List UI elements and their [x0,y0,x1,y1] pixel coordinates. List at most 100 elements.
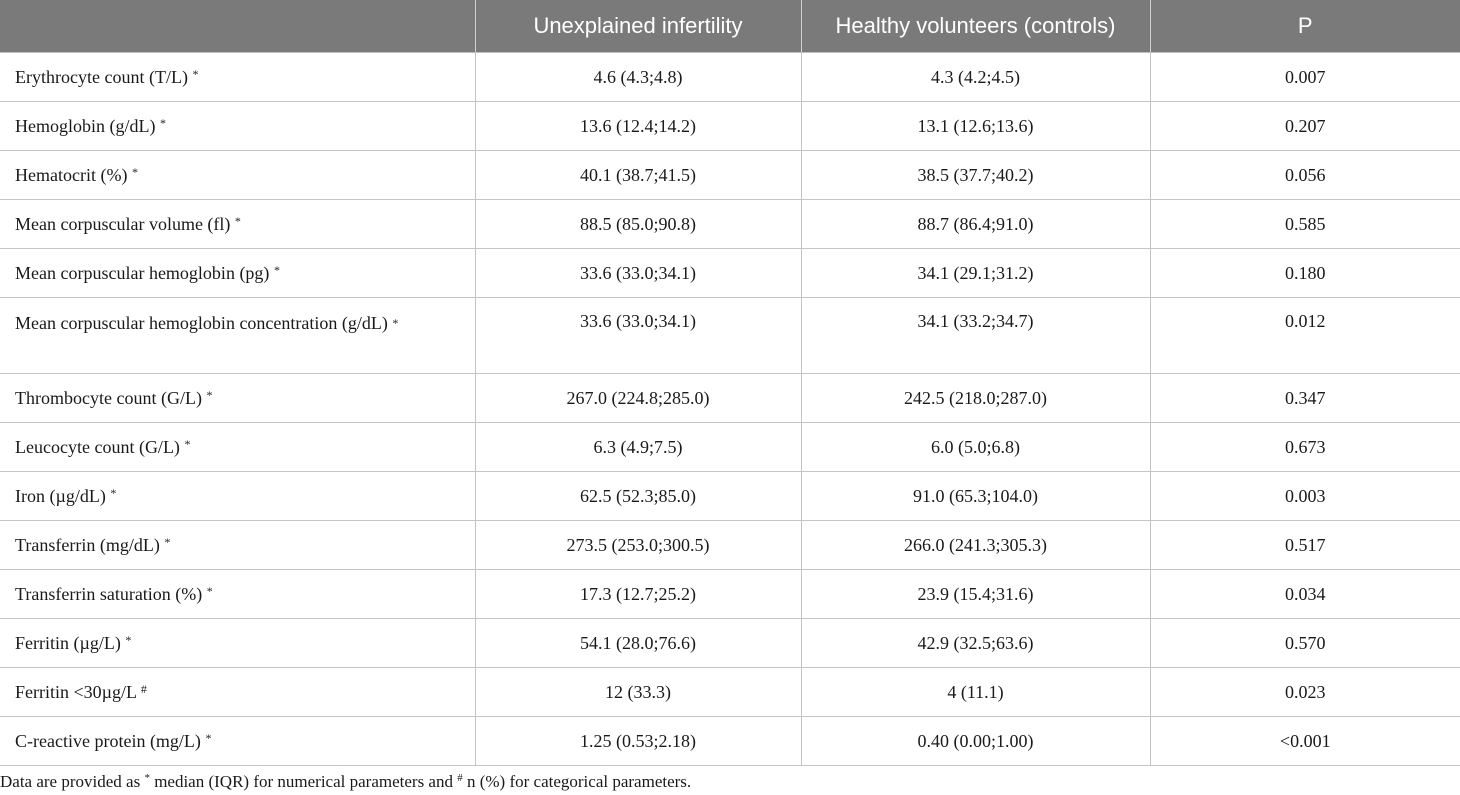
cell-parameter: Transferrin saturation (%) * [0,569,475,619]
parameter-label: Ferritin (µg/L) [15,632,121,653]
footnote-text-2: median (IQR) for numerical parameters an… [149,772,458,791]
footnote-hash-mark: # [457,772,463,784]
parameter-label: Erythrocyte count (T/L) [15,66,188,87]
cell-parameter: Hemoglobin (g/dL) * [0,101,475,151]
table-row: Erythrocyte count (T/L) * 4.6 (4.3;4.8) 4.… [0,52,1460,102]
cell-parameter: Ferritin <30µg/L # [0,667,475,717]
cell-healthy-volunteers: 0.40 (0.00;1.00) [800,716,1150,766]
parameter-label: Transferrin saturation (%) [15,583,203,604]
parameter-label: Leucocyte count (G/L) [15,436,180,457]
cell-unexplained-infertility: 1.25 (0.53;2.18) [474,716,801,766]
cell-parameter: Mean corpuscular hemoglobin (pg) * [0,248,475,298]
cell-healthy-volunteers: 6.0 (5.0;6.8) [800,422,1150,472]
parameter-footnote-mark: * [164,534,171,549]
cell-p-value: 0.003 [1149,471,1460,521]
cell-p-value: 0.207 [1149,101,1460,151]
parameter-footnote-mark: * [392,316,399,330]
cell-p-value: 0.034 [1149,569,1460,619]
parameter-footnote-mark: * [205,730,212,745]
cell-parameter: Ferritin (µg/L) * [0,618,475,668]
cell-unexplained-infertility: 62.5 (52.3;85.0) [474,471,801,521]
parameter-footnote-mark: * [110,485,117,500]
parameter-label: Mean corpuscular volume (fl) [15,213,231,234]
cell-parameter: Leucocyte count (G/L) * [0,422,475,472]
table-row: Iron (µg/dL) * 62.5 (52.3;85.0) 91.0 (65.3… [0,471,1460,521]
parameter-label: Thrombocyte count (G/L) [15,387,202,408]
cell-healthy-volunteers: 4 (11.1) [800,667,1150,717]
parameter-label: Mean corpuscular hemoglobin (pg) [15,262,270,283]
table-header: Unexplained infertility Healthy voluntee… [0,0,1460,53]
header-healthy-volunteers: Healthy volunteers (controls) [800,0,1150,53]
results-table: Unexplained infertility Healthy voluntee… [0,0,1460,766]
cell-healthy-volunteers: 88.7 (86.4;91.0) [800,199,1150,249]
header-row: Unexplained infertility Healthy voluntee… [0,0,1460,53]
cell-p-value: 0.570 [1149,618,1460,668]
parameter-label: C-reactive protein (mg/L) [15,730,201,751]
parameter-footnote-mark: # [140,681,147,696]
cell-parameter: Mean corpuscular volume (fl) * [0,199,475,249]
table-body: Erythrocyte count (T/L) * 4.6 (4.3;4.8) 4.… [0,52,1460,766]
table-row: Transferrin saturation (%) * 17.3 (12.7;2… [0,569,1460,619]
table-row: Ferritin (µg/L) * 54.1 (28.0;76.6) 42.9 (3… [0,618,1460,668]
footnote-text-3: n (%) for categorical parameters. [462,772,692,791]
cell-unexplained-infertility: 12 (33.3) [474,667,801,717]
cell-parameter: Mean corpuscular hemoglobin concentratio… [0,297,475,374]
cell-healthy-volunteers: 23.9 (15.4;31.6) [800,569,1150,619]
cell-healthy-volunteers: 266.0 (241.3;305.3) [800,520,1150,570]
footnote-asterisk-mark: * [144,772,150,784]
cell-parameter: Hematocrit (%) * [0,150,475,200]
table-row: Hemoglobin (g/dL) * 13.6 (12.4;14.2) 13.1 … [0,101,1460,151]
cell-parameter: Transferrin (mg/dL) * [0,520,475,570]
parameter-footnote-mark: * [125,632,132,647]
cell-p-value: 0.056 [1149,150,1460,200]
cell-p-value: 0.007 [1149,52,1460,102]
parameter-footnote-mark: * [131,164,138,179]
results-table-container: Unexplained infertility Healthy voluntee… [0,0,1460,766]
table-row: Thrombocyte count (G/L) * 267.0 (224.8;28… [0,373,1460,423]
cell-parameter: Erythrocyte count (T/L) * [0,52,475,102]
cell-unexplained-infertility: 33.6 (33.0;34.1) [474,297,801,374]
parameter-footnote-mark: * [273,262,280,277]
cell-p-value: 0.517 [1149,520,1460,570]
table-row: Mean corpuscular hemoglobin (pg) * 33.6 (… [0,248,1460,298]
cell-unexplained-infertility: 33.6 (33.0;34.1) [474,248,801,298]
parameter-label: Transferrin (mg/dL) [15,534,160,555]
table-row: Hematocrit (%) * 40.1 (38.7;41.5) 38.5 (37… [0,150,1460,200]
cell-healthy-volunteers: 91.0 (65.3;104.0) [800,471,1150,521]
cell-p-value: 0.585 [1149,199,1460,249]
parameter-footnote-mark: * [192,66,199,81]
header-p-value: P [1149,0,1460,53]
header-unexplained-infertility: Unexplained infertility [474,0,801,53]
cell-healthy-volunteers: 13.1 (12.6;13.6) [800,101,1150,151]
cell-unexplained-infertility: 273.5 (253.0;300.5) [474,520,801,570]
table-row: C-reactive protein (mg/L) * 1.25 (0.53;2.… [0,716,1460,766]
parameter-label: Hematocrit (%) [15,164,128,185]
cell-healthy-volunteers: 38.5 (37.7;40.2) [800,150,1150,200]
table-row: Mean corpuscular hemoglobin concentratio… [0,297,1460,374]
cell-p-value: 0.347 [1149,373,1460,423]
cell-p-value: 0.023 [1149,667,1460,717]
header-parameter [0,0,475,53]
cell-unexplained-infertility: 6.3 (4.9;7.5) [474,422,801,472]
table-row: Transferrin (mg/dL) * 273.5 (253.0;300.5)… [0,520,1460,570]
parameter-label: Iron (µg/dL) [15,485,106,506]
footnote-text-1: Data are provided as [0,772,145,791]
cell-p-value: 0.012 [1149,297,1460,374]
parameter-footnote-mark: * [206,583,213,598]
cell-unexplained-infertility: 17.3 (12.7;25.2) [474,569,801,619]
parameter-footnote-mark: * [234,213,241,228]
table-row: Ferritin <30µg/L #12 (33.3) 4 (11.1) 0.023 [0,667,1460,717]
cell-p-value: <0.001 [1149,716,1460,766]
cell-healthy-volunteers: 34.1 (29.1;31.2) [800,248,1150,298]
cell-healthy-volunteers: 4.3 (4.2;4.5) [800,52,1150,102]
cell-p-value: 0.180 [1149,248,1460,298]
cell-unexplained-infertility: 13.6 (12.4;14.2) [474,101,801,151]
cell-unexplained-infertility: 54.1 (28.0;76.6) [474,618,801,668]
parameter-footnote-mark: * [184,436,191,451]
table-row: Mean corpuscular volume (fl) * 88.5 (85.0… [0,199,1460,249]
cell-unexplained-infertility: 267.0 (224.8;285.0) [474,373,801,423]
cell-healthy-volunteers: 34.1 (33.2;34.7) [800,297,1150,374]
cell-parameter: C-reactive protein (mg/L) * [0,716,475,766]
cell-unexplained-infertility: 4.6 (4.3;4.8) [474,52,801,102]
cell-parameter: Thrombocyte count (G/L) * [0,373,475,423]
